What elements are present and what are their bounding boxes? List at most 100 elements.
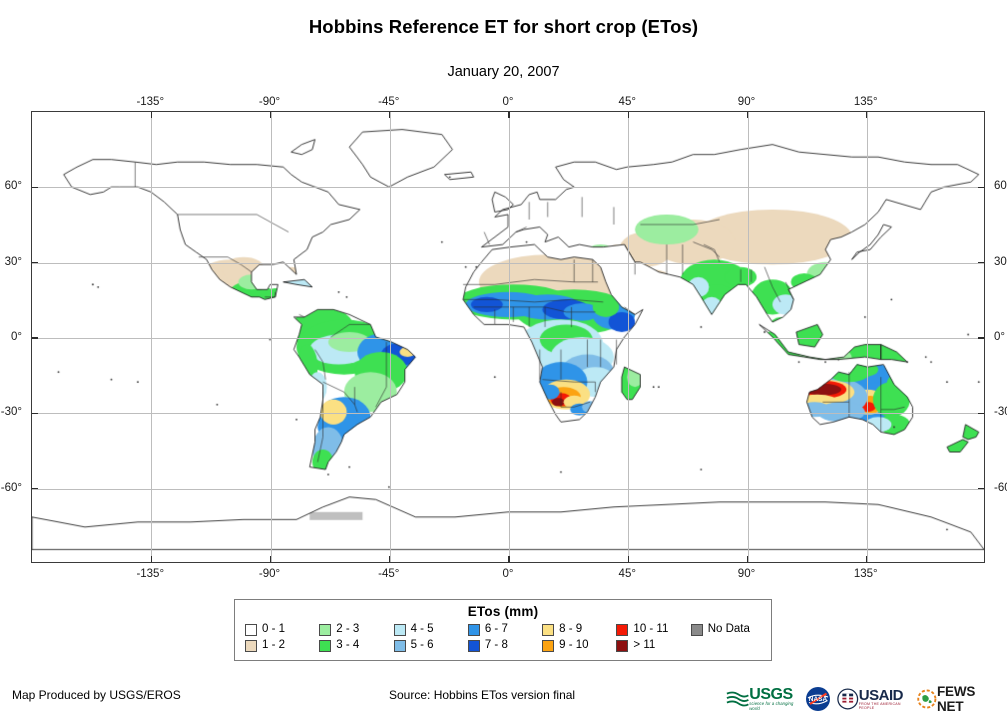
world-etos-raster (32, 112, 984, 562)
x-axis-label-bottom: -90° (258, 568, 281, 580)
grid-line-vertical (151, 112, 153, 562)
x-axis-label-bottom: 90° (737, 568, 756, 580)
x-axis-tick (508, 556, 510, 562)
y-axis-label-right: -30° (994, 406, 1007, 419)
legend-entry: 6 - 7 (467, 622, 540, 637)
legend-swatch (245, 623, 257, 636)
legend-swatch (393, 639, 406, 652)
x-axis-tick (150, 112, 152, 118)
legend-label: 2 - 3 (336, 623, 360, 635)
x-axis-tick (627, 112, 629, 118)
x-axis-tick (389, 112, 391, 118)
x-axis-tick (269, 556, 272, 562)
y-axis-tick (978, 487, 984, 490)
y-axis-label-left: 30° (4, 255, 22, 268)
legend-swatch (616, 639, 629, 652)
x-axis-label-bottom: -45° (378, 568, 400, 580)
grid-line-horizontal (32, 488, 984, 490)
x-axis-label-top: -90° (258, 96, 281, 108)
y-axis-label-left: 60° (4, 180, 22, 193)
x-axis-label-top: -135° (136, 96, 165, 108)
y-axis-tick (32, 337, 38, 339)
legend-label: 7 - 8 (484, 639, 508, 651)
legend-swatch (542, 623, 555, 636)
x-axis-tick (746, 112, 749, 118)
legend-swatch (467, 639, 480, 652)
y-axis-label-left: -60° (0, 481, 22, 494)
y-axis-label-right: -60° (994, 481, 1007, 494)
x-axis-label-top: 90° (737, 96, 756, 108)
page-subtitle: January 20, 2007 (447, 64, 560, 80)
usaid-logo-text: USAID (858, 686, 904, 704)
legend-label: 4 - 5 (410, 623, 434, 635)
x-axis-label-bottom: 135° (853, 568, 878, 580)
legend-label: > 11 (633, 639, 656, 651)
legend-label: 10 - 11 (633, 623, 669, 635)
grid-line-vertical (628, 112, 630, 562)
legend-entry: 9 - 10 (542, 638, 614, 653)
usaid-logo-tagline: FROM THE AMERICAN PEOPLE (858, 701, 901, 710)
legend-entry: 3 - 4 (319, 638, 391, 653)
y-axis-tick (32, 487, 38, 490)
logo-bar: USGS science for a changing world NASA U… (726, 684, 998, 714)
usgs-logo-text: USGS (749, 685, 793, 703)
legend-label: 1 - 2 (262, 639, 286, 651)
grid-line-vertical (509, 112, 510, 562)
usgs-wave-icon (726, 691, 749, 707)
legend-swatch (319, 639, 332, 652)
legend-entry: 4 - 5 (393, 622, 466, 637)
grid-line-horizontal (32, 187, 984, 189)
legend-label: 0 - 1 (262, 623, 286, 635)
x-axis-tick (150, 556, 152, 562)
legend-box: ETos (mm) 0 - 1 1 - 2 2 - 3 3 - 4 4 - 5 5 - 6… (234, 599, 772, 661)
map-plot-area[interactable] (31, 111, 985, 563)
legend-entry: 2 - 3 (319, 622, 391, 637)
x-axis-tick (866, 556, 868, 562)
legend-entry: > 11 (616, 638, 688, 653)
x-axis-tick (866, 112, 868, 118)
y-axis-label-right: 0° (994, 331, 1005, 343)
legend-title: ETos (mm) (467, 604, 539, 619)
y-axis-tick (978, 261, 984, 264)
map-credit: Map Produced by USGS/EROS (12, 688, 181, 702)
x-axis-label-bottom: 45° (618, 568, 636, 580)
nasa-logo: NASA (805, 686, 831, 712)
legend-entry: 8 - 9 (542, 622, 614, 637)
legend-entry: 0 - 1 (245, 622, 317, 637)
legend-label: No Data (707, 623, 750, 635)
x-axis-label-bottom: 0° (502, 568, 514, 580)
y-axis-label-right: 60° (994, 180, 1007, 193)
svg-text:NASA: NASA (809, 696, 828, 703)
y-axis-label-left: -30° (0, 406, 22, 419)
x-axis-tick (508, 112, 510, 118)
grid-line-horizontal (32, 338, 984, 339)
x-axis-label-top: -45° (378, 96, 400, 108)
legend-label: 9 - 10 (559, 639, 589, 651)
x-axis-label-top: 135° (853, 96, 878, 108)
y-axis-tick (978, 412, 984, 415)
y-axis-label-right: 30° (994, 255, 1007, 268)
y-axis-tick (32, 261, 38, 264)
nasa-meatball-icon: NASA (806, 687, 831, 711)
legend-swatch (319, 623, 332, 636)
y-axis-tick (978, 337, 984, 339)
usgs-logo-tagline: science for a changing world (749, 700, 794, 711)
legend-label: 5 - 6 (410, 639, 434, 651)
legend-swatch (393, 623, 406, 636)
legend-swatch (245, 639, 257, 652)
y-axis-tick (32, 186, 38, 189)
usaid-seal-icon (837, 688, 859, 710)
usaid-logo: USAID FROM THE AMERICAN PEOPLE (837, 686, 911, 712)
y-axis-tick (32, 412, 38, 415)
legend-swatch (690, 623, 703, 636)
legend-label: 6 - 7 (484, 623, 508, 635)
fews-globe-icon (917, 689, 937, 709)
x-axis-label-bottom: -135° (136, 568, 165, 580)
legend-entry: 5 - 6 (393, 638, 466, 653)
x-axis-label-top: 0° (502, 96, 514, 108)
y-axis-tick (978, 186, 984, 189)
grid-line-vertical (747, 112, 749, 562)
map-source: Source: Hobbins ETos version final (389, 688, 576, 702)
legend-swatch (616, 623, 629, 636)
grid-line-vertical (270, 112, 272, 562)
